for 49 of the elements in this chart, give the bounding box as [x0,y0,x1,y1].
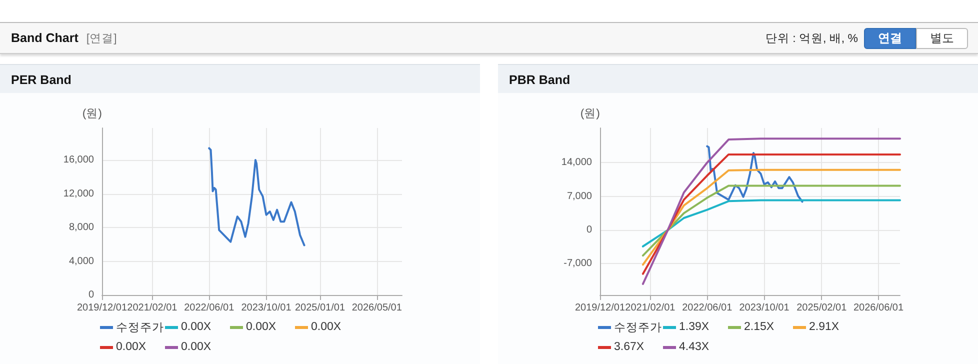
y-tick-label: 14,000 [561,157,592,168]
x-tick-label: 2025/01/01 [294,302,346,314]
legend-label: 0.00X [181,321,212,333]
legend-label: 0.00X [311,321,342,333]
y-axis-title: (원) [580,108,600,120]
line-series [208,147,306,246]
legend-label: 1.39X [679,321,710,333]
legend-label: 수정주가 [116,320,164,334]
line-series [706,145,804,203]
line-series [642,138,901,285]
legend-label: 2.91X [809,321,840,333]
x-tick-label: 2023/10/01 [241,302,292,314]
y-tick-label: -7,000 [564,258,592,270]
line-series [642,168,901,266]
line-series [642,184,901,257]
y-tick-label: 8,000 [68,222,94,234]
y-tick-label: 4,000 [68,256,94,267]
x-tick-label: 2022/06/01 [184,302,235,314]
x-tick-label: 2021/02/01 [127,302,178,314]
text: [연결] [86,32,117,46]
y-tick-label: 16,000 [63,154,94,166]
x-tick-label: 2019/12/01 [574,302,626,314]
text: 연결 [864,28,916,48]
legend-label: 0.00X [246,321,276,333]
x-tick-label: 2021/02/01 [625,302,676,314]
y-tick-label: 0 [88,290,94,300]
x-tick-label: 2019/12/01 [76,302,128,314]
x-tick-label: 2023/10/01 [739,302,790,314]
line-series [642,153,901,275]
x-tick-label: 2022/06/01 [682,302,733,314]
text: Band Chart [11,31,78,45]
legend-label: 0.00X [181,341,212,353]
x-tick-label: 2026/06/01 [854,302,904,314]
y-axis-title: (원) [82,108,102,120]
line-series [642,199,901,248]
text: 단위 : 억원, 배, % [765,32,858,46]
y-tick-label: 12,000 [63,188,94,200]
legend-label: 수정주가 [614,320,662,334]
y-tick-label: 7,000 [566,190,592,202]
x-tick-label: 2025/02/01 [796,302,848,314]
chart-title: PBR Band [498,65,978,93]
y-tick-label: 0 [586,224,592,236]
text: 별도 [916,28,968,48]
chart-title: PER Band [0,65,480,93]
x-tick-label: 2026/05/01 [352,302,402,314]
legend-label: 2.15X [744,321,774,333]
legend-label: 3.67X [614,341,644,353]
legend-label: 4.43X [679,341,710,353]
legend-label: 0.00X [116,341,146,353]
